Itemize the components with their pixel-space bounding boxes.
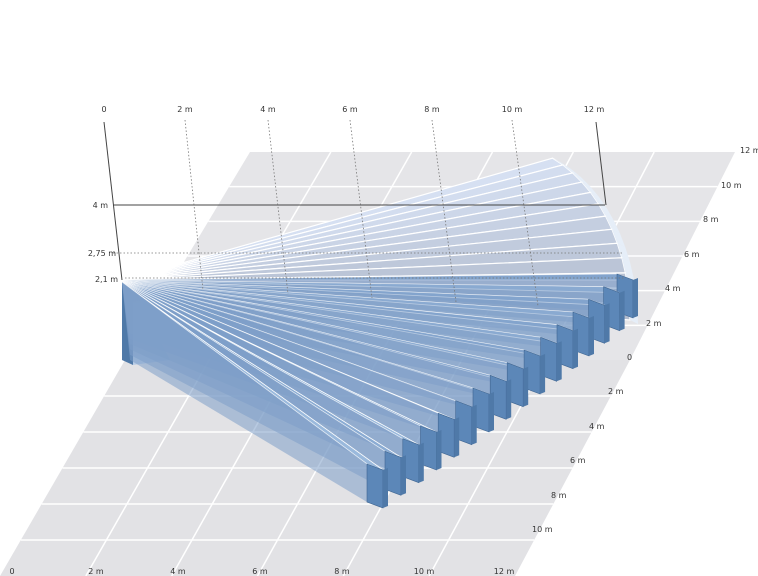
coverage-beam-edge <box>540 354 546 394</box>
bottom-axis-label-6: 6 m <box>252 567 268 576</box>
bottom-axis-label-8: 8 m <box>334 567 350 576</box>
bottom-axis-label-10: 10 m <box>414 567 435 576</box>
right-axis-label-4m: 4 m <box>665 284 681 293</box>
right-axis-line <box>595 121 607 206</box>
coverage-slice-upper-edge <box>605 216 620 234</box>
coverage-beam-edge <box>633 278 638 318</box>
coverage-beam-edge <box>418 442 424 483</box>
top-axis-label-4: 4 m <box>260 105 276 114</box>
right-axis-label-6m: 6 m <box>684 250 700 259</box>
top-axis-label-6: 6 m <box>342 105 358 114</box>
right-axis-label-10m: 10 m <box>721 181 742 190</box>
coverage-beam-face <box>366 463 384 509</box>
coverage-beam-edge <box>589 316 594 356</box>
coverage-beam-edge <box>471 404 477 445</box>
coverage-slice-upper-edge <box>590 192 607 208</box>
coverage-beam-edge <box>556 341 562 382</box>
coverage-beam-edge <box>383 468 388 508</box>
right-axis-label-lower-10m: 10 m <box>532 525 553 534</box>
coverage-slice-upper-edge <box>572 172 590 187</box>
coverage-beam-edge <box>436 430 442 470</box>
bottom-axis-label-4: 4 m <box>170 567 186 576</box>
right-axis-label-12m: 12 m <box>740 146 758 155</box>
right-axis-label-2m: 2 m <box>646 319 662 328</box>
coverage-beam-edge <box>573 328 578 369</box>
top-axis-label-10: 10 m <box>502 105 523 114</box>
dashed-guide-line <box>267 119 289 295</box>
bottom-axis-label-0: 0 <box>9 567 14 576</box>
top-axis-label-8: 8 m <box>424 105 440 114</box>
coverage-beam-edge <box>523 366 529 407</box>
coverage-beam-edge <box>506 379 512 420</box>
top-axis-label-0: 0 <box>101 105 106 114</box>
guide-lines <box>113 119 625 307</box>
right-axis-label-8m: 8 m <box>703 215 719 224</box>
top-axis-label-12: 12 m <box>584 105 605 114</box>
coverage-beam-edge <box>489 392 494 432</box>
coverage-beam-side <box>122 282 367 502</box>
coverage-slice-upper-edge <box>611 229 626 248</box>
coverage-beam-edge <box>401 455 406 496</box>
coverage-slice-upper-edge <box>617 243 630 262</box>
right-axis-label-lower-6m: 6 m <box>570 456 586 465</box>
right-axis-label-0: 0 <box>627 353 632 362</box>
dashed-guide-line <box>431 119 457 303</box>
top-axis-label-2: 2 m <box>177 105 193 114</box>
axis-lines <box>103 121 607 281</box>
floor-grid-line <box>85 359 210 576</box>
coverage-slice-upper-edge <box>552 158 571 169</box>
right-axis-label-lower-4m: 4 m <box>589 422 605 431</box>
coverage-slice-upper-edge <box>581 182 599 197</box>
height-label-2-1m: 2,1 m <box>95 275 118 284</box>
right-axis-label-lower-2m: 2 m <box>608 387 624 396</box>
coverage-beam-edge <box>454 417 460 458</box>
right-axis-label-lower-8m: 8 m <box>551 491 567 500</box>
bottom-axis-label-12: 12 m <box>494 567 515 576</box>
coverage-beam-edge <box>619 290 625 331</box>
vertical-axis-line <box>103 121 123 281</box>
bottom-axis-label-2: 2 m <box>88 567 104 576</box>
height-label-2-75m: 2,75 m <box>88 249 116 258</box>
dashed-guide-line <box>184 119 204 291</box>
coverage-fan-lower <box>121 273 638 509</box>
height-label-4m: 4 m <box>93 201 109 210</box>
coverage-slice-upper-edge <box>598 203 614 221</box>
coverage-beam-edge <box>604 303 610 344</box>
coverage-slice-upper-edge <box>621 257 634 277</box>
coverage-slice-upper-edge <box>562 164 581 177</box>
